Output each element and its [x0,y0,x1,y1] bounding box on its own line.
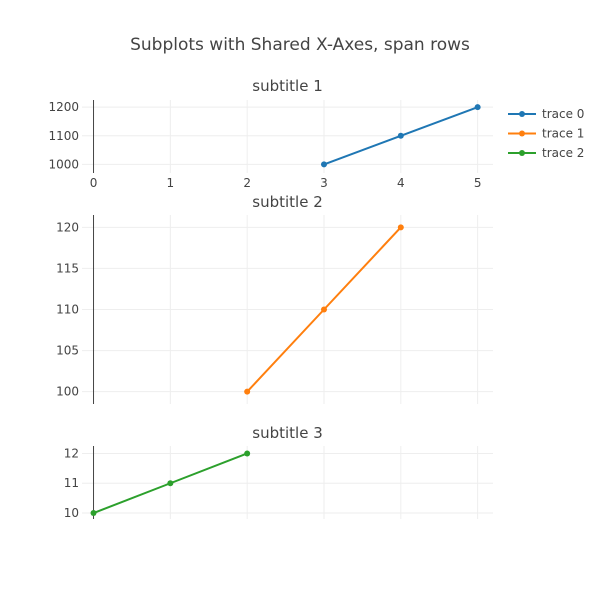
legend-label: trace 1 [542,127,584,141]
subplot-1: 1000 1100 1200 0 1 2 3 4 5 subtitle 1 [48,77,493,190]
legend-marker [519,130,525,137]
data-point [90,510,97,517]
data-point [244,450,251,457]
data-point [474,104,481,111]
y-tick-label: 110 [56,303,79,317]
subplot-subtitle: subtitle 1 [252,77,322,95]
data-point [320,306,327,313]
legend-label: trace 0 [542,107,584,121]
x-tick-label: 3 [320,176,328,190]
legend-label: trace 2 [542,146,584,160]
subplot-3: 10 11 12 subtitle 3 [64,424,493,520]
data-point [320,161,327,168]
y-tick-label: 10 [64,506,79,520]
x-tick-label: 1 [167,176,175,190]
y-tick-label: 120 [56,220,79,234]
subplot-2: 100 105 110 115 120 subtitle 2 [56,193,493,404]
y-tick-label: 1000 [48,157,79,171]
y-tick-label: 115 [56,261,79,275]
y-tick-label: 12 [64,446,79,460]
data-point [397,132,404,139]
x-tick-label: 5 [474,176,482,190]
legend: trace 0 trace 1 trace 2 [508,107,584,160]
y-tick-label: 100 [56,385,79,399]
legend-marker [519,150,525,156]
data-point [167,480,174,487]
y-tick-label: 11 [64,476,79,490]
subplot-subtitle: subtitle 2 [252,193,322,211]
x-tick-label: 0 [90,176,98,190]
chart-title: Subplots with Shared X-Axes, span rows [130,35,470,55]
y-tick-label: 1200 [48,100,79,114]
x-tick-label: 2 [243,176,251,190]
subplot-subtitle: subtitle 3 [252,424,322,442]
legend-marker [519,111,525,117]
data-point [244,388,251,395]
y-tick-label: 105 [56,344,79,358]
x-tick-label: 4 [397,176,405,190]
y-tick-label: 1100 [48,129,79,143]
data-point [397,224,404,231]
